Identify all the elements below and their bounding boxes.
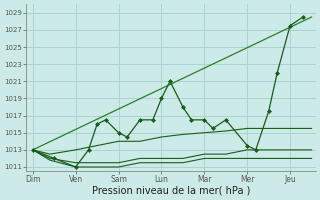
X-axis label: Pression niveau de la mer( hPa ): Pression niveau de la mer( hPa ) [92,186,250,196]
